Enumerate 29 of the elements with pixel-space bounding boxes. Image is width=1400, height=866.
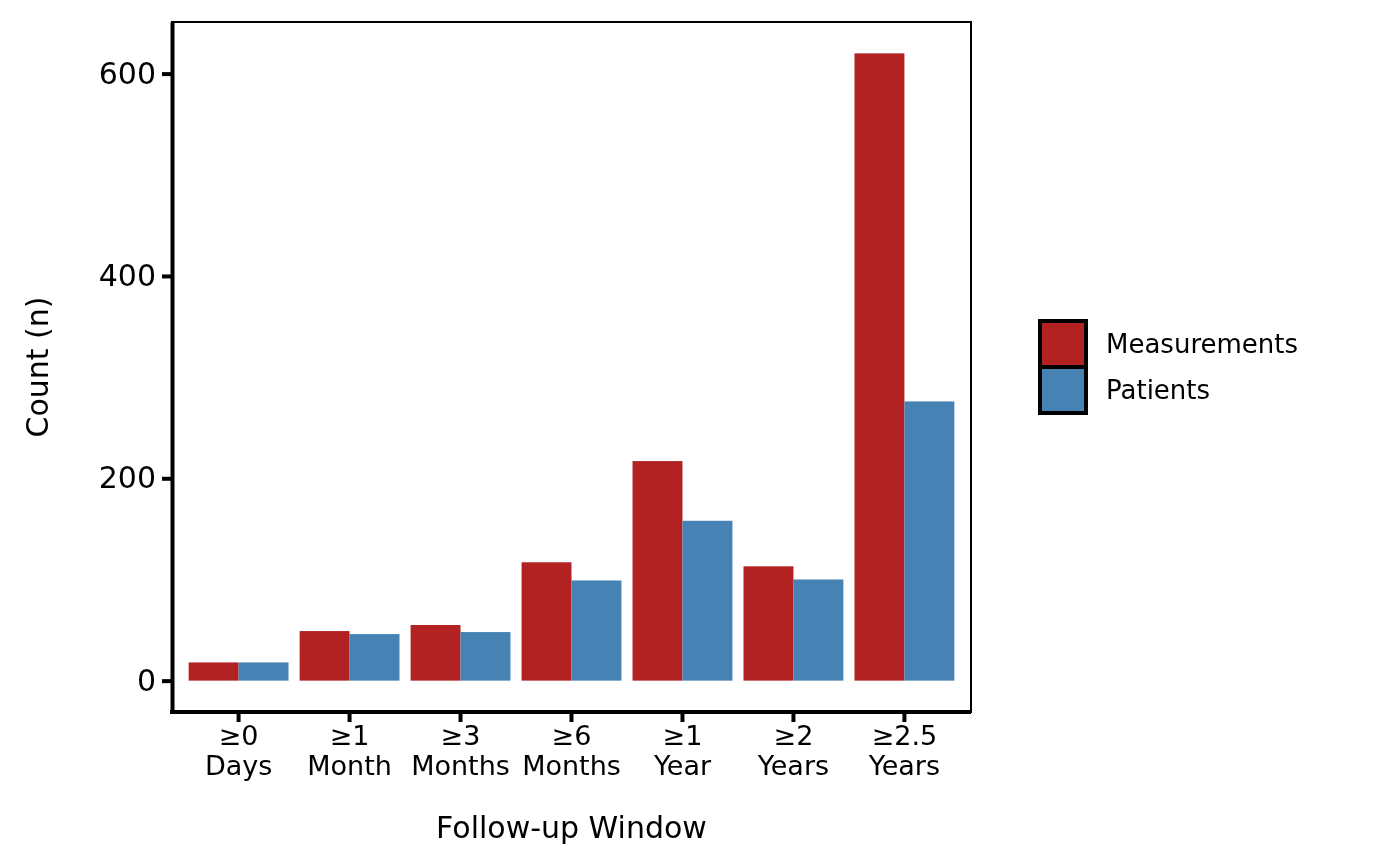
- bar: [410, 624, 461, 681]
- bar: [904, 401, 955, 681]
- x-tick-label: ≥1 Year: [652, 720, 712, 781]
- bar: [460, 632, 511, 681]
- x-tick-label: ≥3 Months: [411, 720, 510, 781]
- bar: [682, 520, 733, 681]
- x-tick-label: ≥0 Days: [204, 720, 273, 781]
- y-tick-label: 600: [98, 55, 156, 91]
- y-tick-label: 200: [98, 460, 156, 496]
- bar: [571, 580, 622, 681]
- legend-label: Patients: [1106, 375, 1211, 406]
- y-tick-label: 0: [136, 662, 156, 698]
- bar: [632, 461, 683, 681]
- y-axis-title: Count (n): [20, 296, 55, 438]
- x-tick-label: ≥2.5 Years: [867, 720, 941, 781]
- bar: [299, 631, 350, 681]
- bar: [854, 53, 905, 681]
- bar: [521, 562, 572, 681]
- x-axis-title: Follow-up Window: [436, 810, 707, 845]
- y-tick-label: 400: [98, 258, 156, 294]
- bar: [188, 662, 239, 681]
- bar: [238, 662, 289, 681]
- bar: [349, 634, 400, 681]
- x-tick-label: ≥6 Months: [522, 720, 621, 781]
- legend-label: Measurements: [1106, 329, 1299, 360]
- bar: [793, 579, 844, 681]
- x-tick-label: ≥1 Month: [307, 720, 392, 781]
- x-tick-label: ≥2 Years: [756, 720, 830, 781]
- bar: [743, 566, 794, 681]
